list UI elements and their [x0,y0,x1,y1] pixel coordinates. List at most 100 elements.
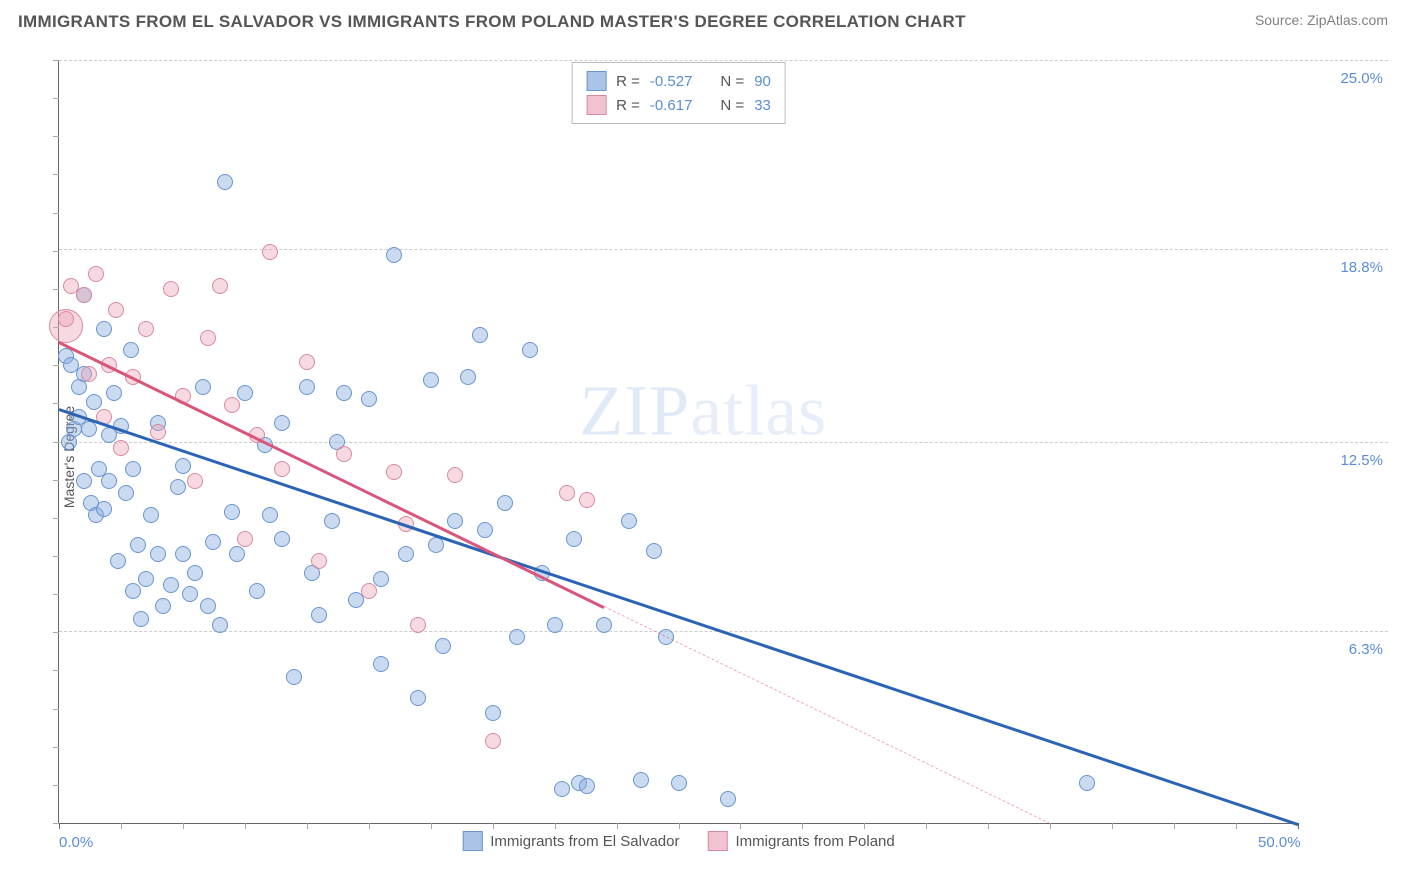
y-minor-tick [53,365,59,366]
trend-line [59,408,1299,826]
y-minor-tick [53,442,59,443]
y-minor-tick [53,251,59,252]
y-minor-tick [53,709,59,710]
scatter-point [150,424,166,440]
scatter-point [311,607,327,623]
scatter-point [212,617,228,633]
legend-r-value: -0.527 [650,73,693,90]
scatter-point [200,598,216,614]
scatter-point [58,311,74,327]
scatter-point [101,473,117,489]
scatter-point [460,369,476,385]
y-minor-tick [53,213,59,214]
scatter-point [472,327,488,343]
scatter-point [200,330,216,346]
y-minor-tick [53,136,59,137]
scatter-point [485,705,501,721]
y-minor-tick [53,98,59,99]
x-minor-tick [926,823,927,829]
trend-line [58,341,604,609]
x-minor-tick [307,823,308,829]
chart-container: Master's Degree ZIPatlas R =-0.527N =90R… [18,40,1388,874]
scatter-point [170,479,186,495]
scatter-point [187,473,203,489]
scatter-point [485,733,501,749]
scatter-point [373,656,389,672]
scatter-point [410,617,426,633]
scatter-point [633,772,649,788]
x-minor-tick [1112,823,1113,829]
scatter-point [205,534,221,550]
scatter-point [81,366,97,382]
y-tick-label: 12.5% [1340,452,1383,469]
y-minor-tick [53,480,59,481]
scatter-point [646,543,662,559]
scatter-point [138,321,154,337]
legend-stats: R =-0.527N =90R =-0.617N =33 [571,62,786,124]
y-minor-tick [53,632,59,633]
scatter-point [217,174,233,190]
legend-swatch [708,831,728,851]
y-tick-label: 6.3% [1349,641,1383,658]
x-major-tick [59,823,60,829]
x-minor-tick [864,823,865,829]
scatter-point [163,577,179,593]
scatter-point [125,583,141,599]
x-minor-tick [493,823,494,829]
scatter-point [361,583,377,599]
x-minor-tick [988,823,989,829]
scatter-point [163,281,179,297]
grid-line [59,249,1388,250]
legend-series-label: Immigrants from Poland [736,833,895,850]
x-tick-label: 0.0% [59,834,93,851]
scatter-point [224,397,240,413]
x-minor-tick [121,823,122,829]
scatter-point [447,513,463,529]
x-minor-tick [1050,823,1051,829]
scatter-point [143,507,159,523]
scatter-point [195,379,211,395]
watermark: ZIPatlas [579,369,827,452]
legend-n-value: 90 [754,73,771,90]
scatter-point [477,522,493,538]
scatter-point [133,611,149,627]
scatter-point [118,485,134,501]
scatter-point [373,571,389,587]
legend-r-label: R = [616,97,640,114]
scatter-point [311,553,327,569]
scatter-point [155,598,171,614]
scatter-point [61,434,77,450]
scatter-point [123,342,139,358]
scatter-point [262,244,278,260]
legend-swatch [586,71,606,91]
scatter-point [720,791,736,807]
plot-area: ZIPatlas R =-0.527N =90R =-0.617N =33 Im… [58,60,1298,824]
scatter-point [386,464,402,480]
scatter-point [187,565,203,581]
grid-line [59,60,1388,61]
scatter-point [423,372,439,388]
trend-line-dashed [604,606,1050,824]
x-minor-tick [431,823,432,829]
y-minor-tick [53,403,59,404]
scatter-point [229,546,245,562]
scatter-point [76,473,92,489]
legend-swatch [462,831,482,851]
scatter-point [299,379,315,395]
source-label: Source: ZipAtlas.com [1255,12,1388,28]
scatter-point [262,507,278,523]
x-minor-tick [617,823,618,829]
scatter-point [579,778,595,794]
y-tick-label: 18.8% [1340,259,1383,276]
scatter-point [579,492,595,508]
y-minor-tick [53,785,59,786]
scatter-point [96,501,112,517]
scatter-point [110,553,126,569]
scatter-point [130,537,146,553]
x-minor-tick [1236,823,1237,829]
scatter-point [249,583,265,599]
scatter-point [237,531,253,547]
y-minor-tick [53,289,59,290]
x-minor-tick [1174,823,1175,829]
y-minor-tick [53,174,59,175]
